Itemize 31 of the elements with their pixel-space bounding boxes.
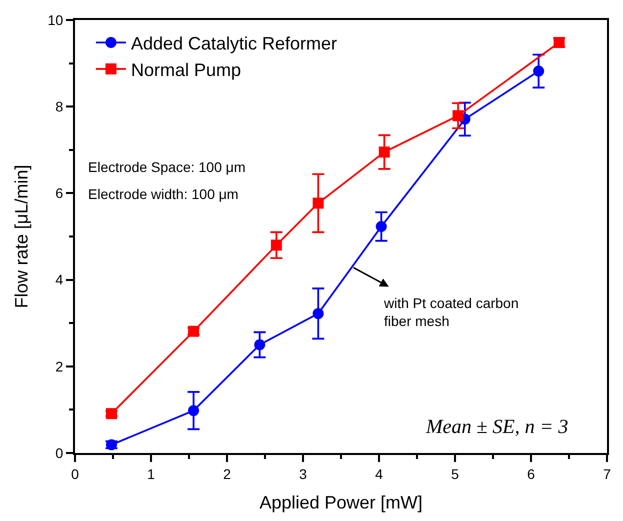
x-tick-label: 2	[223, 466, 232, 482]
y-tick-label: 2	[55, 358, 64, 374]
y-tick-label: 4	[55, 272, 64, 288]
point	[254, 339, 266, 350]
x-tick-label: 6	[527, 466, 536, 482]
x-tick-label: 0	[71, 466, 80, 482]
point	[188, 405, 200, 416]
y-tick-label: 6	[55, 185, 64, 202]
point	[312, 308, 324, 320]
x-tick-label: 5	[451, 466, 460, 482]
x-axis-title: Applied Power [mW]	[259, 492, 423, 512]
x-tick-label: 3	[299, 466, 308, 482]
x-tick-label: 7	[603, 466, 612, 482]
annotation: with Pt coated carbon fiber mesh	[383, 295, 519, 330]
y-tick-label: 8	[55, 98, 64, 114]
point	[376, 221, 387, 232]
legend-label: Normal Pump	[130, 60, 241, 80]
annotation: Electrode width: 100 μm	[88, 186, 238, 202]
annotation: Mean ± SE, n = 3	[425, 416, 568, 438]
y-tick-label: 0	[55, 444, 64, 461]
x-tick-label: 1	[147, 466, 156, 482]
point	[452, 110, 464, 122]
point	[533, 66, 544, 77]
annotation: Electrode Space: 100 μm	[88, 159, 246, 175]
y-tick-label: 10	[48, 12, 64, 28]
y-axis-title: Flow rate [μL/min]	[11, 164, 32, 308]
x-tick-label: 4	[375, 466, 384, 482]
point	[378, 146, 390, 158]
point	[312, 198, 324, 209]
point	[270, 240, 282, 251]
legend-label: Added Catalytic Reformer	[130, 34, 338, 54]
